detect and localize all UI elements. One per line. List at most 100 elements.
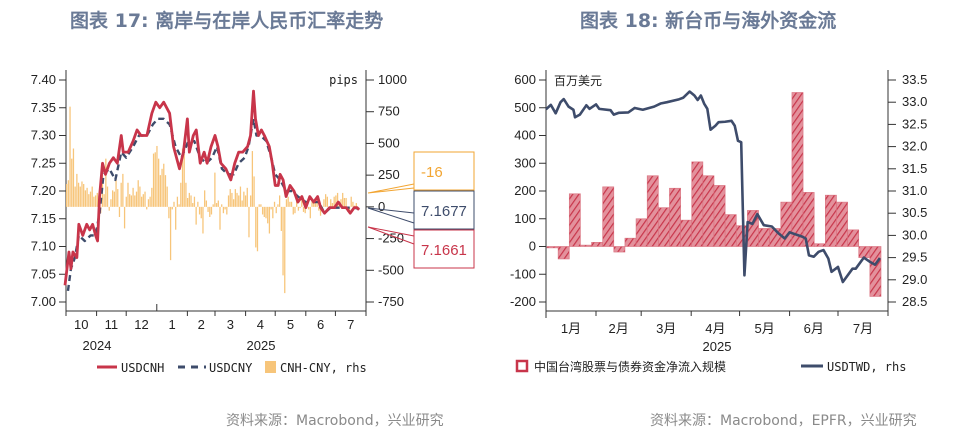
fund-flow-bar (836, 201, 848, 247)
y-right-tick-label: -750 (378, 294, 404, 309)
fund-flow-bar (646, 175, 659, 247)
x-year-label: 2025 (703, 339, 732, 354)
legend-fund-flow-swatch (515, 359, 529, 373)
cnh-cny-bar (313, 203, 315, 207)
cnh-cny-bar (83, 184, 85, 207)
cnh-cny-bar (91, 186, 93, 207)
cnh-cny-bar (118, 206, 121, 218)
cnh-cny-bar (132, 187, 134, 207)
y-right-tick-label: 500 (378, 135, 400, 150)
cnh-cny-bar (185, 182, 187, 207)
cnh-cny-bar (197, 201, 199, 207)
fund-flow-bar (613, 246, 626, 253)
right-chart-title: 图表 18: 新台币与海外资金流 (580, 10, 837, 32)
cnh-cny-bar (154, 152, 156, 207)
cnh-cny-bar (289, 201, 291, 207)
cnh-cny-bar (151, 187, 153, 207)
legend-usdcny-label: USDCNY (209, 361, 253, 375)
fund-flow-bar (557, 246, 570, 260)
cnh-cny-bar (309, 206, 311, 219)
cnh-cny-bar (355, 203, 357, 207)
cnh-cny-bar (311, 199, 313, 207)
cnh-cny-bar (284, 206, 286, 294)
cnh-cny-bar (69, 106, 71, 207)
cnh-cny-bar (282, 206, 284, 276)
cnh-cny-bar (342, 192, 344, 207)
cnh-cny-bar (106, 186, 109, 207)
x-year-label: 2025 (247, 338, 276, 353)
cnh-cny-bar (343, 197, 346, 207)
y-right-tick-label: 32.0 (902, 139, 927, 154)
left-source-note: 资料来源：Macrobond，兴业研究 (226, 413, 444, 429)
cnh-cny-bar (161, 168, 163, 207)
fund-flow-bar (858, 246, 871, 258)
cnh-cny-bar (103, 194, 105, 207)
fund-flow-bar (546, 246, 559, 249)
fund-flow-bar (713, 185, 726, 247)
cnh-cny-bar (171, 206, 173, 210)
cnh-cny-bar (307, 206, 310, 210)
y-left-tick-label: 400 (514, 128, 536, 143)
y-left-tick-label: 7.40 (31, 72, 56, 87)
cnh-cny-bar (250, 195, 252, 207)
cnh-cny-bar (330, 199, 332, 207)
x-tick-label: 3 (227, 317, 234, 332)
cnh-cny-bar (331, 203, 334, 207)
cnh-cny-bar (261, 206, 264, 215)
cnh-cny-bar (110, 199, 112, 207)
cnh-cny-bar (296, 200, 298, 207)
cnh-cny-bar (183, 153, 185, 207)
cnh-cny-bar (178, 204, 180, 207)
y-right-tick-label: 750 (378, 104, 400, 119)
y-left-tick-label: 7.20 (31, 183, 56, 198)
cnh-cny-bar (188, 192, 190, 207)
x-tick-label: 6月 (804, 321, 824, 336)
cnh-cny-bar (123, 206, 126, 229)
cnh-cny-bar (318, 206, 320, 211)
cnh-cny-bar (301, 195, 303, 207)
cnh-cny-bar (304, 206, 306, 214)
x-tick-label: 3月 (656, 321, 676, 336)
y-left-tick-label: 7.00 (31, 294, 56, 309)
cnh-cny-bar (108, 206, 110, 211)
y-left-tick-label: 0 (529, 239, 536, 254)
cnh-cny-bar (229, 189, 231, 207)
cnh-cny-bar (241, 200, 243, 207)
cnh-cny-bar (127, 182, 129, 207)
cnh-cny-bar (149, 196, 151, 207)
cnh-cny-bar (287, 196, 289, 207)
cnh-cny-bar (144, 191, 146, 207)
cnh-cny-bar (280, 206, 282, 231)
y-left-tick-label: -100 (510, 266, 536, 281)
cnh-cny-bar (340, 199, 342, 207)
callout-value: 7.1661 (421, 242, 467, 259)
y-left-tick-label: 7.10 (31, 239, 56, 254)
cnh-cny-bar (234, 189, 236, 207)
legend-fund-flow-label: 中国台湾股票与债券资金净流入规模 (534, 359, 726, 374)
y-right-tick-label: 32.5 (902, 116, 927, 131)
cnh-cny-bar (215, 203, 218, 207)
cnh-cny-bar (169, 206, 172, 261)
cnh-cny-bar (232, 199, 235, 207)
fund-flow-bar (669, 187, 681, 247)
cnh-cny-bar (164, 175, 167, 207)
fund-flow-bar (691, 161, 704, 247)
callout-box (413, 229, 475, 269)
cnh-cny-bar (195, 206, 197, 225)
cnh-cny-bar (333, 196, 335, 207)
cnh-cny-bar (244, 195, 247, 207)
cnh-cny-bar (200, 206, 202, 219)
y-left-tick-label: 500 (514, 100, 536, 115)
cnh-cny-bar (326, 196, 328, 207)
callout-box (413, 151, 475, 191)
x-tick-label: 2 (198, 317, 205, 332)
y-right-tick-label: -250 (378, 231, 404, 246)
cnh-cny-bar (299, 206, 301, 209)
x-tick-label: 7月 (853, 321, 873, 336)
usdtwd-line (545, 90, 881, 284)
cnh-cny-bar (84, 190, 87, 207)
cnh-cny-bar (251, 151, 254, 207)
cnh-cny-bar (227, 195, 230, 207)
cnh-cny-bar (272, 206, 274, 219)
